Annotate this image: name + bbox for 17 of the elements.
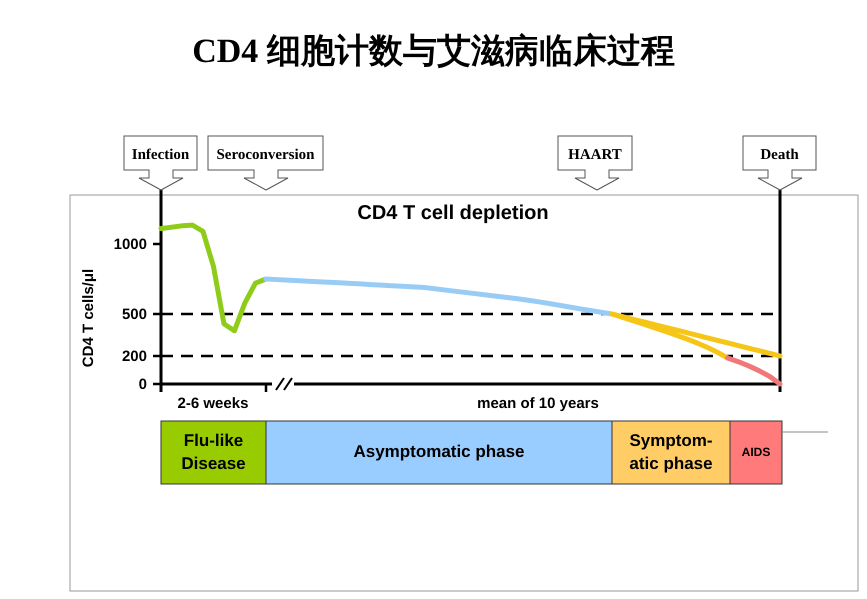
text: AIDS: [730, 421, 782, 484]
text: Death: [760, 147, 800, 163]
text: 2-6 weeks: [178, 395, 248, 412]
chart-subtitle: CD4 T cell depletion: [357, 202, 549, 224]
text: Flu-like Disease: [161, 421, 266, 484]
chart-title: CD4 细胞计数与艾滋病临床过程: [191, 32, 676, 72]
y-tick-label: 0: [138, 376, 147, 393]
text: mean of 10 years: [477, 395, 599, 412]
y-axis-title: CD4 T cells/μl: [80, 268, 97, 368]
text: Seroconversion: [216, 147, 316, 163]
y-tick-label: 1000: [114, 236, 147, 253]
y-tick-label: 200: [122, 348, 147, 365]
text: Asymptomatic phase: [266, 421, 612, 484]
text: Symptom-atic phase: [612, 421, 730, 484]
text: HAART: [568, 147, 622, 163]
text: Infection: [132, 147, 190, 163]
y-tick-label: 500: [122, 306, 147, 323]
